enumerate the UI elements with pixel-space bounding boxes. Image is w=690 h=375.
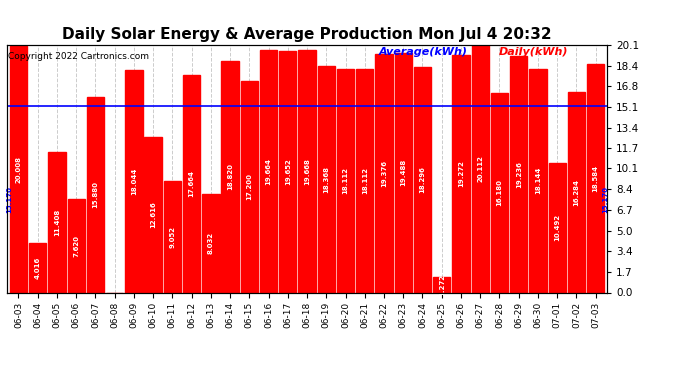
Bar: [453, 55, 470, 292]
Bar: [48, 152, 66, 292]
Bar: [164, 181, 181, 292]
Bar: [510, 56, 527, 292]
Bar: [221, 61, 239, 292]
Bar: [260, 50, 277, 292]
Text: 18.044: 18.044: [131, 168, 137, 195]
Text: 10.492: 10.492: [554, 214, 560, 242]
Bar: [395, 53, 412, 292]
Text: 1.272: 1.272: [439, 274, 445, 296]
Text: 20.112: 20.112: [477, 155, 483, 182]
Bar: [529, 69, 546, 292]
Bar: [125, 70, 143, 292]
Text: 19.664: 19.664: [266, 158, 272, 185]
Text: Average(kWh): Average(kWh): [379, 48, 468, 57]
Text: 18.112: 18.112: [342, 168, 348, 195]
Text: Daily(kWh): Daily(kWh): [499, 48, 569, 57]
Text: 12.616: 12.616: [150, 201, 156, 228]
Bar: [241, 81, 258, 292]
Text: 9.052: 9.052: [169, 226, 175, 248]
Bar: [433, 277, 451, 292]
Bar: [298, 50, 316, 292]
Text: 15.170: 15.170: [602, 186, 609, 213]
Bar: [68, 199, 85, 292]
Title: Daily Solar Energy & Average Production Mon Jul 4 20:32: Daily Solar Energy & Average Production …: [62, 27, 552, 42]
Bar: [549, 163, 566, 292]
Text: 7.620: 7.620: [73, 235, 79, 256]
Text: 18.112: 18.112: [362, 168, 368, 195]
Bar: [375, 54, 393, 292]
Bar: [568, 92, 585, 292]
Text: 15.170: 15.170: [6, 186, 12, 213]
Text: 19.652: 19.652: [285, 158, 290, 185]
Text: 18.296: 18.296: [420, 166, 426, 193]
Bar: [337, 69, 354, 292]
Text: 17.664: 17.664: [188, 170, 195, 197]
Bar: [87, 97, 104, 292]
Text: 19.236: 19.236: [515, 160, 522, 188]
Text: 18.584: 18.584: [593, 165, 599, 192]
Text: 19.488: 19.488: [400, 159, 406, 186]
Bar: [491, 93, 508, 292]
Bar: [10, 46, 27, 292]
Text: 18.144: 18.144: [535, 167, 541, 195]
Text: 11.408: 11.408: [54, 209, 60, 236]
Text: 17.200: 17.200: [246, 173, 253, 200]
Bar: [356, 69, 373, 292]
Text: Copyright 2022 Cartronics.com: Copyright 2022 Cartronics.com: [8, 53, 149, 62]
Bar: [414, 67, 431, 292]
Text: 18.820: 18.820: [227, 163, 233, 190]
Bar: [279, 51, 297, 292]
Text: 4.016: 4.016: [34, 256, 41, 279]
Text: 18.368: 18.368: [324, 166, 329, 193]
Text: 20.008: 20.008: [15, 156, 21, 183]
Text: 19.376: 19.376: [381, 160, 387, 187]
Text: 19.272: 19.272: [458, 160, 464, 187]
Bar: [587, 64, 604, 292]
Bar: [29, 243, 46, 292]
Bar: [183, 75, 200, 292]
Text: 16.284: 16.284: [573, 179, 580, 206]
Text: 8.032: 8.032: [208, 232, 214, 254]
Bar: [202, 194, 219, 292]
Bar: [317, 66, 335, 292]
Bar: [471, 45, 489, 292]
Text: 19.668: 19.668: [304, 158, 310, 185]
Bar: [144, 137, 161, 292]
Text: 16.180: 16.180: [496, 179, 502, 206]
Text: 15.880: 15.880: [92, 181, 99, 208]
